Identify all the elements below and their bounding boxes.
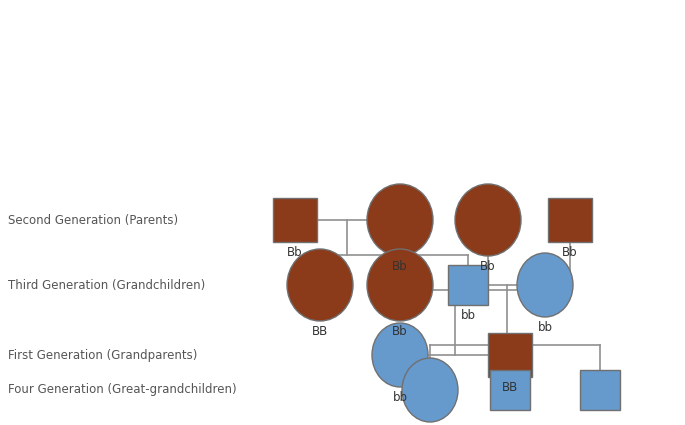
FancyBboxPatch shape (448, 265, 488, 305)
Text: Bb: Bb (393, 260, 408, 273)
Text: Bb: Bb (562, 246, 578, 259)
Text: bb: bb (538, 321, 553, 334)
Ellipse shape (402, 358, 458, 422)
Ellipse shape (455, 184, 521, 256)
FancyBboxPatch shape (490, 370, 530, 410)
FancyBboxPatch shape (580, 370, 620, 410)
Text: bb: bb (393, 391, 408, 404)
FancyBboxPatch shape (488, 333, 532, 377)
Text: BB: BB (502, 381, 518, 394)
Text: bb: bb (460, 309, 475, 322)
Text: Third Generation (Grandchildren): Third Generation (Grandchildren) (8, 278, 205, 292)
Text: BB: BB (312, 325, 328, 338)
Text: Four Generation (Great-grandchildren): Four Generation (Great-grandchildren) (8, 383, 236, 397)
Ellipse shape (367, 249, 433, 321)
FancyBboxPatch shape (273, 198, 317, 242)
Ellipse shape (372, 323, 428, 387)
Ellipse shape (287, 249, 353, 321)
Text: Second Generation (Parents): Second Generation (Parents) (8, 213, 178, 227)
Text: First Generation (Grandparents): First Generation (Grandparents) (8, 348, 197, 362)
Text: Bb: Bb (480, 260, 496, 273)
Text: Bb: Bb (287, 246, 303, 259)
Ellipse shape (367, 184, 433, 256)
Text: Bb: Bb (393, 325, 408, 338)
Ellipse shape (517, 253, 573, 317)
FancyBboxPatch shape (548, 198, 592, 242)
